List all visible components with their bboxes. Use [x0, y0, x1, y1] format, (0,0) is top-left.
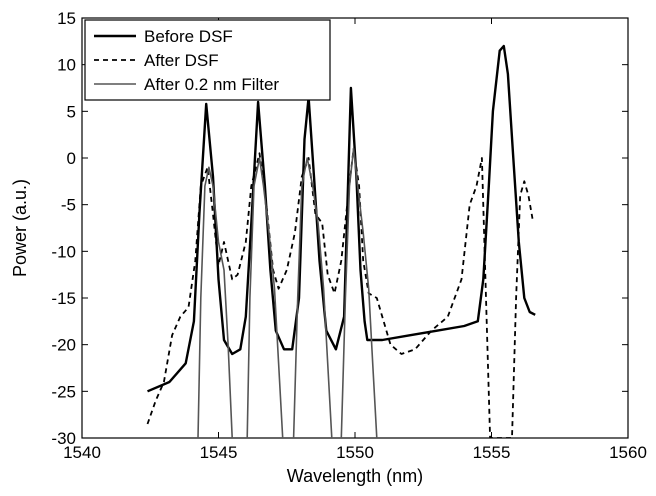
y-tick-label: -15 [51, 289, 76, 308]
series-line-2-peak-3 [340, 147, 378, 438]
axis-ticks: 1540 1545 1550 1555 1560 15 10 5 0 -5 -10 -15 -20 -25… [51, 9, 646, 462]
legend-label: After DSF [144, 51, 219, 70]
y-tick-label: 0 [67, 149, 76, 168]
y-axis-title: Power (a.u.) [10, 179, 30, 277]
x-tick-label: 1555 [473, 443, 511, 462]
y-tick-label: -5 [61, 196, 76, 215]
y-tick-label: 5 [67, 102, 76, 121]
legend: Before DSF After DSF After 0.2 nm Filter [84, 19, 331, 101]
y-tick-label: -20 [51, 336, 76, 355]
legend-label: Before DSF [144, 27, 233, 46]
x-axis-title: Wavelength (nm) [287, 466, 423, 486]
legend-label: After 0.2 nm Filter [144, 75, 279, 94]
x-tick-label: 1550 [336, 443, 374, 462]
series-line-0 [147, 44, 536, 393]
x-tick-label: 1545 [200, 443, 238, 462]
x-tick-label: 1540 [63, 443, 101, 462]
y-tick-label: 15 [57, 9, 76, 28]
series-line-2-peak-1 [246, 157, 284, 438]
y-tick-label: -30 [51, 429, 76, 448]
series-layer [146, 44, 536, 438]
y-tick-label: -10 [51, 242, 76, 261]
y-tick-label: 10 [57, 56, 76, 75]
x-tick-label: 1560 [609, 443, 647, 462]
series-line-1 [146, 147, 534, 438]
series-line-2-peak-2 [292, 157, 333, 438]
y-tick-label: -25 [51, 382, 76, 401]
series-line-2-peak-0 [197, 166, 233, 438]
